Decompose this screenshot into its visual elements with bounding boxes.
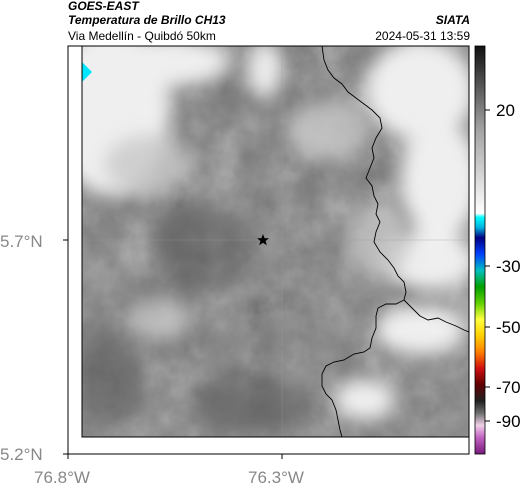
colorbar bbox=[474, 45, 486, 455]
satellite-image bbox=[82, 46, 469, 437]
star-icon bbox=[257, 234, 269, 246]
colorbar-label: 20 bbox=[496, 101, 515, 120]
product-title: Temperatura de Brillo CH13 bbox=[68, 13, 226, 27]
colorbar-label: -90 bbox=[496, 412, 521, 431]
colorbar-ticks bbox=[485, 109, 490, 422]
cold-spot bbox=[82, 62, 92, 82]
xtick-label: 76.8°W bbox=[34, 468, 90, 487]
organization-label: SIATA bbox=[435, 13, 470, 27]
timestamp-label: 2024-05-31 13:59 bbox=[375, 29, 470, 43]
satellite-title: GOES-EAST bbox=[68, 0, 139, 13]
xtick-label: 76.3°W bbox=[248, 468, 304, 487]
border-line bbox=[321, 46, 407, 437]
border-line-east bbox=[403, 299, 469, 333]
colorbar-label: -70 bbox=[496, 378, 521, 397]
region-subtitle: Via Medellín - Quibdó 50km bbox=[68, 29, 216, 43]
ytick-label: 5.7°N bbox=[0, 232, 43, 251]
ytick-label: 5.2°N bbox=[0, 445, 43, 464]
colorbar-label: -50 bbox=[496, 318, 521, 337]
colorbar-label: -30 bbox=[496, 257, 521, 276]
axes-frame bbox=[67, 45, 470, 455]
